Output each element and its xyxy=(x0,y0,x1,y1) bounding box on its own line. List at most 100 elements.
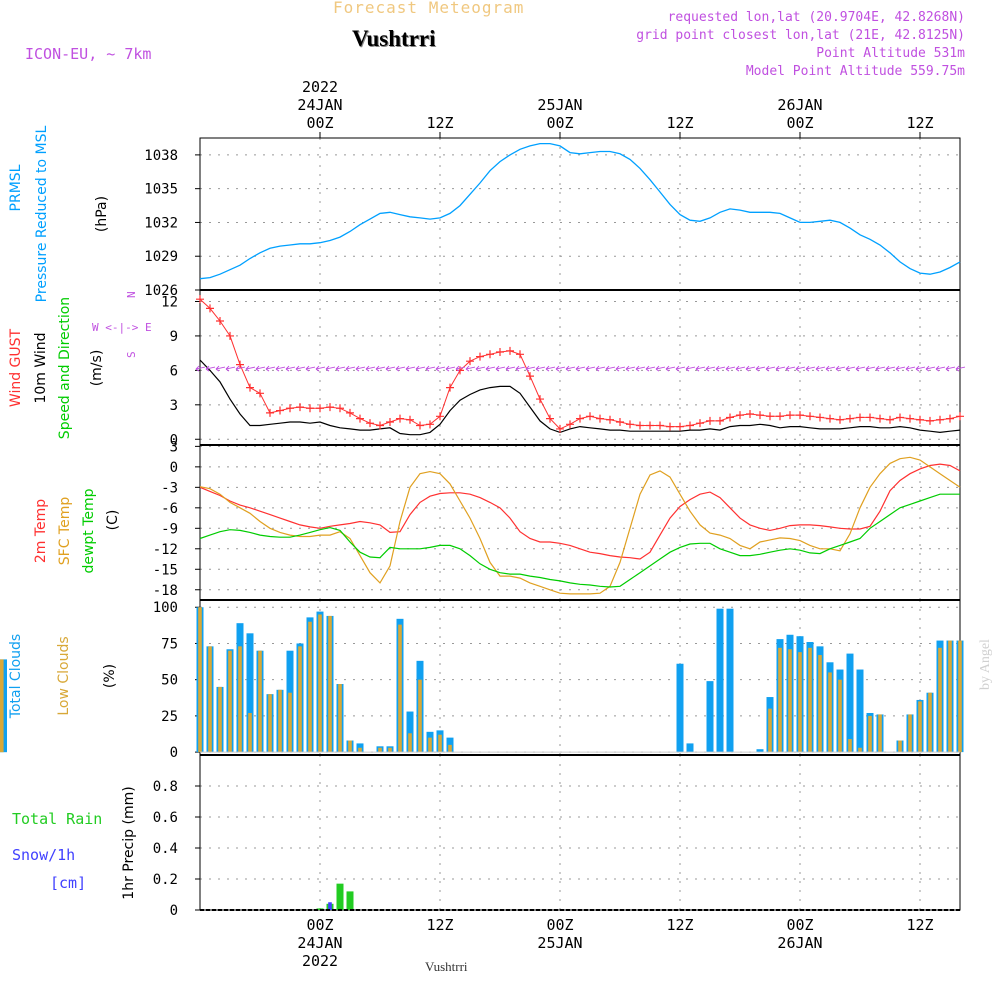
snow-label: Snow/1h xyxy=(12,846,75,864)
total-cloud-bar xyxy=(846,653,854,753)
low-cloud-bar xyxy=(328,615,332,753)
gust-marker xyxy=(626,420,634,429)
gust-marker xyxy=(426,420,434,429)
gust-marker xyxy=(526,372,534,381)
footer-location: Vushtrri xyxy=(425,959,468,974)
y-tick-label: -9 xyxy=(161,521,178,537)
temp-2m-label: 2m Temp xyxy=(33,499,49,563)
panel-5-grid: 0 0.2 0.4 0.6 0.8 xyxy=(153,754,961,919)
y-tick-label: 6 xyxy=(170,363,178,379)
low-cloud-bar xyxy=(448,744,452,753)
model-label: ICON-EU, ~ 7km xyxy=(25,45,152,63)
wind-arrow xyxy=(325,365,336,372)
y-tick-label: 1026 xyxy=(144,283,178,299)
wind-arrow xyxy=(465,365,476,372)
wind-arrow xyxy=(695,365,706,372)
gust-marker xyxy=(336,404,344,413)
gust-marker xyxy=(696,419,704,428)
gust-marker xyxy=(246,383,254,392)
gust-marker xyxy=(816,413,824,422)
hpa-unit-label: (hPa) xyxy=(94,196,110,232)
y-tick-label: -18 xyxy=(153,583,178,599)
gust-marker xyxy=(386,418,394,427)
low-cloud-bar xyxy=(828,672,832,753)
gust-marker xyxy=(766,412,774,421)
wind-arrow xyxy=(945,365,956,372)
gust-marker xyxy=(216,317,224,325)
wind-arrow xyxy=(275,365,286,372)
y-tick-label: 0.2 xyxy=(153,872,178,888)
gust-marker xyxy=(956,412,964,421)
wind-arrow xyxy=(515,365,526,372)
total-cloud-bar xyxy=(706,681,714,753)
wind-arrow xyxy=(395,365,406,372)
panel-1-grid: 1026 1029 1032 1035 1038 xyxy=(144,137,961,299)
wind-arrow xyxy=(835,365,846,372)
low-cloud-bar xyxy=(818,655,822,753)
bottom-axis-time: 00Z xyxy=(546,916,573,934)
low-cloud-bar xyxy=(318,614,322,753)
gust-marker xyxy=(716,416,724,425)
total-cloud-bar xyxy=(356,743,364,753)
y-tick-label: -12 xyxy=(153,542,178,558)
wind-arrow xyxy=(255,365,266,372)
wind-arrow xyxy=(335,365,346,372)
wind-arrow xyxy=(385,365,396,372)
wind-arrow xyxy=(725,365,736,372)
low-cloud-bar xyxy=(208,646,212,753)
celsius-unit-label: (C) xyxy=(105,510,121,531)
rain-bar xyxy=(346,891,354,910)
top-axis-time: 12Z xyxy=(666,114,693,132)
gust-marker xyxy=(566,420,574,429)
panel-2-grid: 0 3 6 9 12 xyxy=(161,289,961,448)
wind-arrow xyxy=(375,365,386,372)
gust-marker xyxy=(396,414,404,423)
wind-arrow xyxy=(775,365,786,372)
panel-3-grid: 3 0 -3 -6 -9 -12 -15 -18 xyxy=(153,439,961,601)
wind-arrow xyxy=(905,365,916,372)
dewpt-temp-label: dewpt Temp xyxy=(81,488,97,573)
y-tick-label: 0 xyxy=(170,745,178,761)
gust-markers xyxy=(196,295,964,433)
total-clouds-label: Total Clouds xyxy=(8,634,24,719)
total-cloud-bar xyxy=(716,608,724,753)
bottom-axis-time: 12Z xyxy=(426,916,453,934)
low-cloud-bar xyxy=(928,692,932,753)
top-axis-date: 26JAN xyxy=(777,96,822,114)
wind-arrow xyxy=(575,365,586,372)
low-cloud-bar xyxy=(438,734,442,753)
sfc-temp-label: SFC Temp xyxy=(57,497,73,566)
bottom-axis-date: 24JAN xyxy=(297,934,342,952)
temp-2m-line xyxy=(199,463,961,560)
low-cloud-bar xyxy=(858,747,862,753)
wind-arrow xyxy=(495,365,506,372)
bottom-axis-time: 00Z xyxy=(786,916,813,934)
low-cloud-bar xyxy=(408,733,412,753)
wind-arrow xyxy=(615,365,626,372)
gust-marker xyxy=(836,415,844,424)
gust-marker xyxy=(486,350,494,359)
gust-marker xyxy=(776,412,784,421)
bottom-axis-time: 00Z xyxy=(306,916,333,934)
top-axis-date: 25JAN xyxy=(537,96,582,114)
low-cloud-bar xyxy=(788,649,792,753)
y-tick-label: -3 xyxy=(161,480,178,496)
wind-arrow xyxy=(535,365,546,372)
wind-arrow xyxy=(805,365,816,372)
precip-label: 1hr Precip (mm) xyxy=(121,786,137,899)
gust-marker xyxy=(516,350,524,359)
gust-marker xyxy=(466,357,474,366)
wind-arrow xyxy=(455,365,466,372)
low-cloud-bar xyxy=(268,694,272,753)
total-cloud-bar xyxy=(406,711,414,753)
low-cloud-bar xyxy=(808,647,812,753)
gust-marker xyxy=(896,413,904,422)
wind-arrow xyxy=(735,365,746,372)
wind-arrow xyxy=(565,365,576,372)
wind-arrow xyxy=(435,365,446,372)
bottom-axis-time: 12Z xyxy=(666,916,693,934)
wind-arrow xyxy=(665,365,676,372)
wind-line xyxy=(199,359,961,436)
wind-arrow xyxy=(635,365,646,372)
